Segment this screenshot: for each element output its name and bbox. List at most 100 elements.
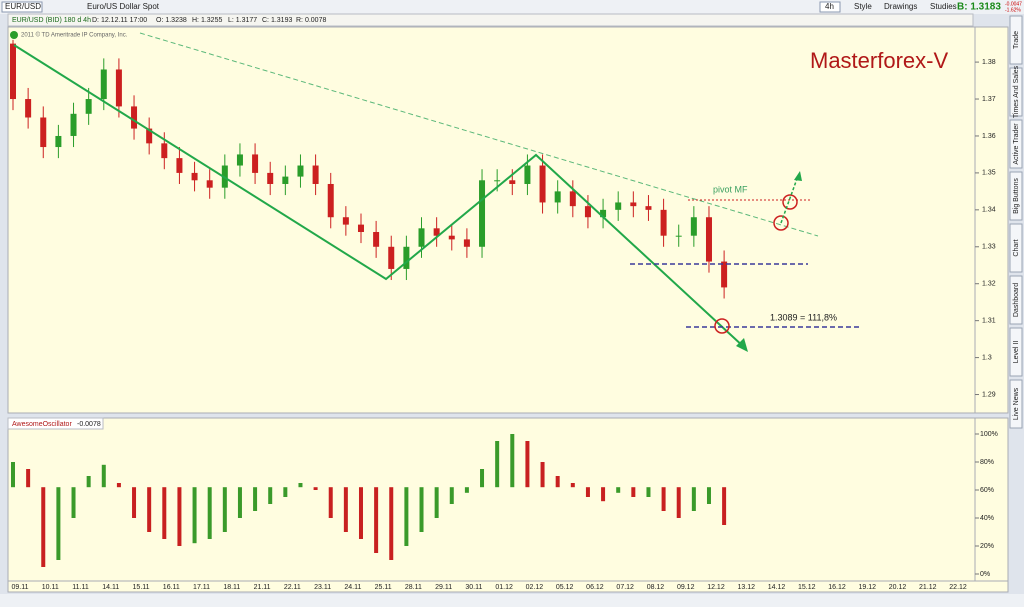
- studies-button[interactable]: Studies: [930, 2, 957, 11]
- sidebar-tab[interactable]: [1009, 275, 1023, 325]
- oscillator-bar: [555, 476, 560, 488]
- oscillator-bar: [601, 487, 606, 502]
- x-tick-label: 09.11: [12, 584, 29, 591]
- oscillator-bar: [358, 487, 363, 539]
- period-button[interactable]: [819, 1, 841, 13]
- oscillator-bar: [540, 462, 545, 488]
- oscillator-bar: [147, 487, 152, 532]
- price-axis: [974, 26, 1009, 414]
- oscillator-bar: [661, 487, 666, 511]
- toolbar: [0, 0, 1024, 14]
- x-tick-label: 08.12: [647, 584, 665, 591]
- oscillator-bar: [722, 487, 727, 525]
- oscillator-bar: [706, 487, 711, 504]
- sidebar-tab[interactable]: [1009, 119, 1023, 169]
- target-label: 1.3089 = 111,8%: [770, 312, 837, 322]
- candle-body: [645, 206, 652, 210]
- candle-body: [176, 158, 183, 173]
- y-tick-label: 1.37: [982, 96, 996, 103]
- info-high: H: 1.3255: [192, 17, 222, 24]
- y-tick-label: 1.32: [982, 281, 996, 288]
- pivot-label: pivot MF: [713, 184, 748, 194]
- info-open: O: 1.3238: [156, 17, 187, 24]
- oscillator-bar: [86, 476, 91, 488]
- oscillator-bar: [449, 487, 454, 504]
- copyright: 2011 © TD Ameritrade IP Company, Inc.: [21, 32, 128, 39]
- y-tick-label: 1.3: [982, 354, 992, 361]
- candle-body: [282, 176, 289, 184]
- x-tick-label: 21.12: [919, 584, 937, 591]
- y-tick-label: 0%: [980, 571, 990, 578]
- oscillator-title: AwesomeOscillator: [12, 421, 72, 428]
- x-tick-label: 05.12: [556, 584, 574, 591]
- candle-body: [494, 180, 501, 182]
- candle-body: [509, 180, 516, 184]
- oscillator-bar: [132, 487, 137, 518]
- oscillator-bar: [510, 434, 515, 488]
- x-tick-label: 09.12: [677, 584, 695, 591]
- symbol: EUR/USD: [5, 2, 41, 11]
- candle-body: [252, 154, 259, 173]
- oscillator-bar: [691, 487, 696, 511]
- marker-circle: [773, 215, 789, 231]
- sidebar-tab[interactable]: [1009, 327, 1023, 377]
- candle-body: [630, 202, 637, 207]
- oscillator-bar: [480, 469, 485, 488]
- x-tick-label: 23.11: [314, 584, 331, 591]
- sidebar-tab[interactable]: [1009, 223, 1023, 273]
- info-range: R: 0.0078: [296, 17, 326, 24]
- info-close: C: 1.3193: [262, 17, 292, 24]
- y-tick-label: 1.31: [982, 317, 996, 324]
- style-button[interactable]: Style: [854, 2, 872, 11]
- oscillator-bar: [646, 487, 651, 497]
- x-tick-label: 11.11: [72, 584, 89, 591]
- oscillator-bar: [374, 487, 379, 553]
- bid: B: 1.3183: [957, 2, 1001, 13]
- candle-body: [569, 191, 576, 207]
- sidebar-label: Active Trader: [1013, 123, 1020, 165]
- x-tick-label: 15.11: [133, 584, 150, 591]
- oscillator-bar: [313, 487, 318, 490]
- candle-body: [448, 235, 455, 240]
- candle-body: [615, 202, 622, 210]
- period: 4h: [825, 2, 834, 11]
- candle-body: [479, 180, 486, 247]
- change: -0.0047: [1005, 1, 1022, 7]
- sidebar-tab[interactable]: [1009, 379, 1023, 429]
- candle-body: [660, 209, 667, 236]
- breakout-arrow: [780, 175, 799, 224]
- oscillator-bar: [464, 487, 469, 493]
- candle-body: [267, 172, 274, 184]
- candle-body: [312, 165, 319, 184]
- candle-body: [690, 217, 697, 236]
- oscillator-bar: [162, 487, 167, 539]
- sidebar-label: Trade: [1013, 31, 1020, 49]
- candle-body: [524, 165, 531, 184]
- sidebar-tab[interactable]: [1009, 171, 1023, 221]
- oscillator-bar: [41, 487, 46, 567]
- sidebar-label: Dashboard: [1013, 283, 1020, 317]
- candle-body: [433, 228, 440, 236]
- y-tick-label: 40%: [980, 515, 994, 522]
- oscillator-value: -0.0078: [77, 421, 101, 428]
- oscillator-header: [7, 417, 104, 430]
- y-tick-label: 1.38: [982, 59, 996, 66]
- candle-body: [206, 180, 213, 188]
- candle-body: [539, 165, 546, 203]
- sidebar-tab[interactable]: [1009, 15, 1023, 65]
- y-tick-label: 1.35: [982, 170, 996, 177]
- candle-body: [25, 99, 32, 118]
- symbol-box[interactable]: [1, 1, 43, 13]
- oscillator-bar: [222, 487, 227, 532]
- drawings-button[interactable]: Drawings: [884, 2, 917, 11]
- candle-body: [675, 235, 682, 237]
- candle-body: [85, 99, 92, 114]
- candle-body: [388, 246, 395, 269]
- oscillator-bar: [616, 487, 621, 493]
- x-tick-label: 22.11: [284, 584, 301, 591]
- oscillator-bar: [268, 487, 273, 504]
- sidebar-tab[interactable]: [1009, 67, 1023, 117]
- info-date: D: 12.12.11 17:00: [92, 17, 147, 24]
- dashed-trend: [139, 32, 819, 237]
